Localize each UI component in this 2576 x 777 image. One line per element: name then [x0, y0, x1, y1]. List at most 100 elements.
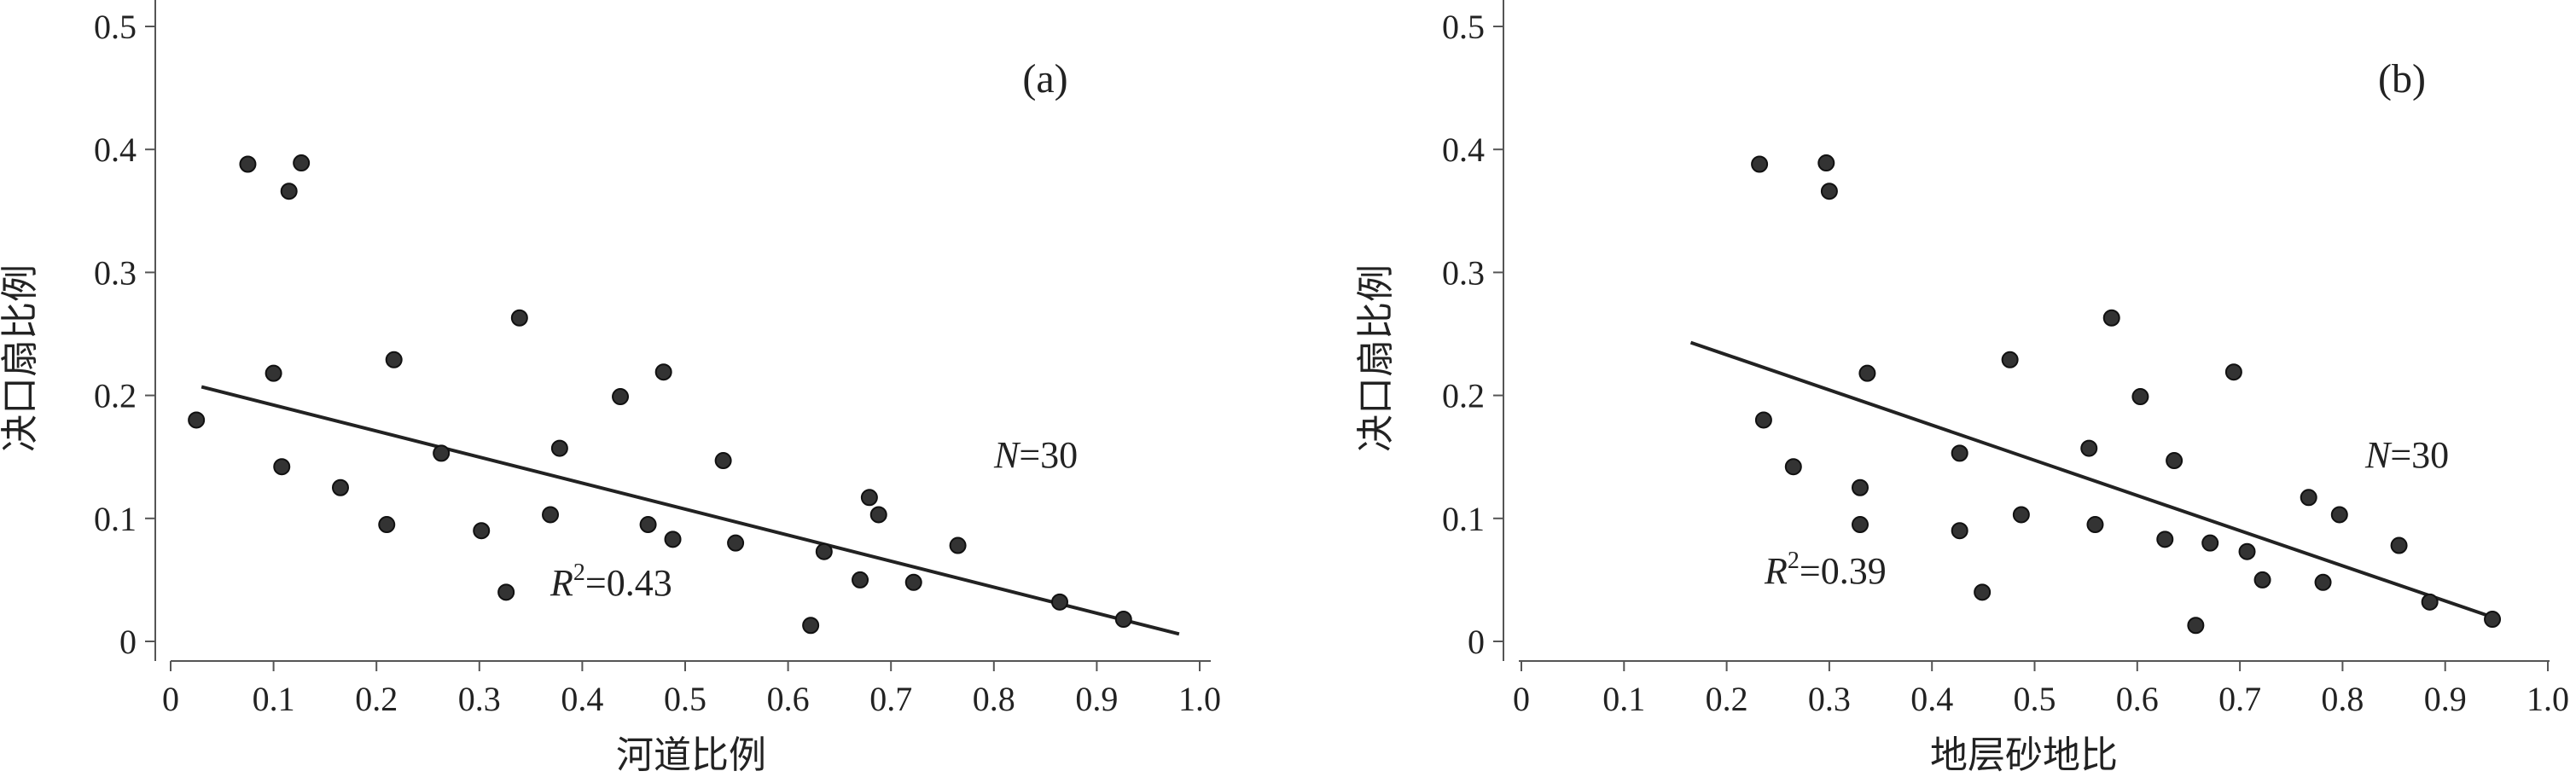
data-point-b-17: [2156, 531, 2174, 548]
y-tick-label-a-2: 0.2: [94, 377, 137, 415]
n-annotation-a: N=30: [993, 434, 1078, 476]
data-point-a-24: [860, 489, 878, 507]
data-point-b-24: [2300, 489, 2317, 507]
data-point-a-14: [550, 439, 568, 457]
data-point-a-19: [714, 452, 732, 470]
data-point-b-9: [1951, 522, 1968, 540]
trendline-b: [1689, 340, 2492, 619]
x-tick-label-b-4: 0.4: [1910, 680, 1953, 718]
x-tick-label-b-0: 0: [1513, 680, 1530, 718]
y-axis-a: 0 0.1 0.2 0.3 0.4 0.5: [94, 0, 156, 661]
x-axis-b: 0 0.1 0.2 0.3 0.4 0.5 0.6 0.7 0.8 0.9 1.0: [1513, 660, 2569, 718]
x-tick-label-a-1: 0.1: [253, 680, 295, 718]
y-tick-label-b-3: 0.3: [1442, 253, 1485, 292]
r2-prefix-a: R: [550, 562, 573, 604]
data-point-a-22: [815, 542, 833, 560]
data-point-a-28: [1050, 593, 1068, 611]
data-point-a-2: [265, 364, 282, 382]
data-point-b-27: [2390, 536, 2408, 554]
data-point-a-17: [654, 363, 672, 381]
x-tick-label-a-10: 1.0: [1178, 680, 1221, 718]
data-point-b-4: [1820, 183, 1838, 200]
y-axis-b: 0 0.1 0.2 0.3 0.4 0.5: [1442, 0, 1504, 661]
r2-sup-a: 2: [573, 560, 585, 586]
data-point-a-1: [239, 155, 257, 173]
x-tick-label-a-8: 0.8: [973, 680, 1015, 718]
data-point-b-15: [2102, 309, 2120, 327]
data-point-a-16: [639, 516, 657, 534]
data-point-b-11: [2001, 351, 2019, 368]
x-tick-label-b-1: 0.1: [1602, 680, 1645, 718]
data-point-a-5: [293, 154, 311, 172]
data-point-b-23: [2253, 571, 2271, 589]
data-point-b-5: [1851, 478, 1869, 496]
data-point-a-10: [473, 522, 491, 540]
panel-label-a: (a): [1022, 56, 1067, 101]
y-tick-label-a-4: 0.4: [94, 130, 137, 169]
y-tick-label-a-3: 0.3: [94, 253, 137, 292]
x-tick-label-b-7: 0.7: [2218, 680, 2261, 718]
scatter-panel-a: 0 0.1 0.2 0.3 0.4 0.5 0 0.1 0.2 0.3 0.4 0.5 0.6 0.7 0…: [0, 0, 1221, 776]
points-b: [1751, 154, 2502, 635]
points-a: [188, 154, 1132, 635]
data-point-b-12: [2012, 506, 2030, 524]
data-point-a-20: [727, 534, 745, 552]
data-point-a-29: [1114, 611, 1132, 629]
r2-prefix-b: R: [1764, 550, 1788, 592]
data-point-b-25: [2314, 573, 2332, 591]
data-point-a-15: [612, 388, 630, 406]
x-axis-label-a: 河道比例: [616, 734, 766, 776]
y-tick-label-b-5: 0.5: [1442, 8, 1485, 46]
data-point-a-4: [280, 183, 298, 200]
data-point-b-6: [1851, 516, 1869, 534]
data-point-a-26: [904, 573, 922, 591]
x-tick-label-b-5: 0.5: [2014, 680, 2056, 718]
data-point-b-26: [2330, 506, 2348, 524]
data-point-a-9: [433, 444, 451, 462]
y-ticks-a: 0 0.1 0.2 0.3 0.4 0.5: [94, 8, 155, 661]
data-point-b-14: [2086, 516, 2104, 534]
y-tick-label-b-4: 0.4: [1442, 130, 1485, 169]
y-tick-label-a-1: 0.1: [94, 500, 137, 538]
n-annotation-b: N=30: [2364, 434, 2449, 476]
x-axis-a: 0 0.1 0.2 0.3 0.4 0.5 0.6 0.7 0.8 0.9 1.0: [162, 660, 1221, 718]
data-point-b-22: [2238, 542, 2256, 560]
x-tick-label-a-2: 0.2: [355, 680, 398, 718]
data-point-b-8: [1951, 444, 1968, 462]
y-axis-label-a: 决口扇比例: [0, 264, 41, 452]
x-tick-label-a-6: 0.6: [767, 680, 810, 718]
x-axis-label-b: 地层砂地比: [1930, 734, 2118, 776]
data-point-b-18: [2166, 452, 2183, 470]
x-ticks-a: 0 0.1 0.2 0.3 0.4 0.5 0.6 0.7 0.8 0.9 1.0: [162, 661, 1221, 718]
y-ticks-b: 0 0.1 0.2 0.3 0.4 0.5: [1442, 8, 1503, 661]
r2-value-b: =0.39: [1800, 550, 1887, 592]
data-point-a-27: [949, 536, 967, 554]
data-point-b-21: [2224, 363, 2242, 381]
r2-annotation-a: R2=0.43: [550, 560, 672, 604]
data-point-b-1: [1754, 411, 1772, 429]
y-tick-label-b-2: 0.2: [1442, 377, 1485, 415]
y-tick-label-a-5: 0.5: [94, 8, 137, 46]
data-point-b-2: [1784, 458, 1802, 476]
r2-value-a: =0.43: [585, 562, 672, 604]
r2-sup-b: 2: [1788, 548, 1800, 574]
x-tick-label-b-8: 0.8: [2321, 680, 2364, 718]
y-tick-label-b-1: 0.1: [1442, 500, 1485, 538]
data-point-b-13: [2080, 439, 2098, 457]
data-point-b-7: [1858, 364, 1876, 382]
data-point-a-3: [273, 458, 291, 476]
n-prefix-a: N: [993, 434, 1021, 476]
data-point-b-28: [2421, 593, 2439, 611]
data-point-a-21: [802, 617, 820, 635]
n-value-a: =30: [1019, 434, 1078, 476]
panel-label-b: (b): [2378, 56, 2426, 101]
data-point-a-7: [378, 516, 396, 534]
x-tick-label-b-10: 1.0: [2527, 680, 2569, 718]
data-point-b-10: [1974, 583, 1992, 601]
x-ticks-b: 0 0.1 0.2 0.3 0.4 0.5 0.6 0.7 0.8 0.9 1.0: [1513, 661, 2569, 718]
x-tick-label-b-6: 0.6: [2116, 680, 2159, 718]
y-tick-label-a-0: 0: [119, 623, 137, 661]
x-tick-label-a-7: 0.7: [869, 680, 912, 718]
x-tick-label-a-9: 0.9: [1075, 680, 1118, 718]
